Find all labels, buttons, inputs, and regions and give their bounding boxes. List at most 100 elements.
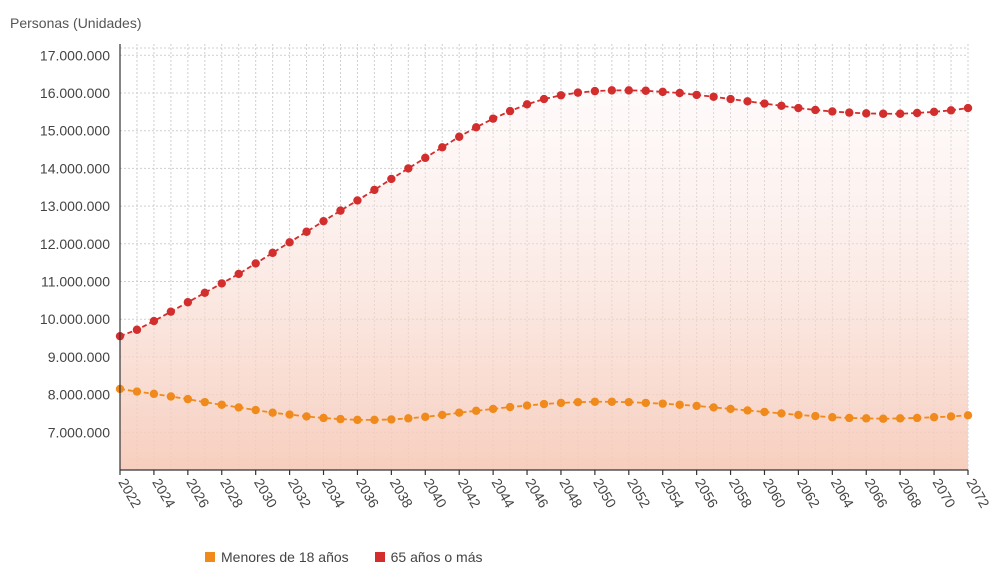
data-point[interactable] — [709, 92, 718, 101]
data-point[interactable] — [946, 412, 956, 421]
data-point[interactable] — [743, 406, 752, 415]
data-point[interactable] — [132, 387, 142, 396]
data-point[interactable] — [200, 288, 209, 298]
data-point[interactable] — [743, 97, 752, 106]
data-point[interactable] — [879, 414, 888, 423]
data-point[interactable] — [421, 412, 430, 422]
data-point[interactable] — [404, 164, 413, 173]
data-point[interactable] — [471, 123, 481, 132]
data-point[interactable] — [438, 143, 447, 152]
data-point[interactable] — [862, 109, 871, 118]
data-point[interactable] — [862, 414, 871, 423]
data-point[interactable] — [675, 400, 684, 409]
data-point[interactable] — [760, 407, 769, 417]
data-point[interactable] — [590, 397, 600, 406]
data-point[interactable] — [777, 101, 786, 111]
data-point[interactable] — [455, 132, 464, 141]
data-point[interactable] — [794, 410, 803, 420]
data-point[interactable] — [522, 401, 532, 410]
data-point[interactable] — [539, 94, 549, 104]
data-point[interactable] — [505, 106, 515, 116]
data-point[interactable] — [285, 410, 294, 419]
data-point[interactable] — [692, 90, 701, 100]
data-point[interactable] — [624, 397, 633, 407]
data-point[interactable] — [505, 402, 515, 412]
data-point[interactable] — [726, 404, 735, 414]
data-point[interactable] — [421, 153, 430, 163]
data-point[interactable] — [556, 91, 566, 100]
data-point[interactable] — [471, 406, 481, 416]
data-point[interactable] — [811, 411, 820, 421]
legend-item-65[interactable]: 65 años o más — [374, 549, 482, 565]
data-point[interactable] — [404, 414, 413, 423]
data-point[interactable] — [607, 86, 617, 95]
data-point[interactable] — [912, 108, 922, 118]
data-point[interactable] — [268, 408, 277, 417]
data-point[interactable] — [794, 103, 803, 113]
data-point[interactable] — [488, 404, 498, 414]
data-point[interactable] — [149, 316, 159, 326]
data-point[interactable] — [963, 411, 973, 420]
data-point[interactable] — [132, 325, 142, 334]
data-point[interactable] — [200, 397, 209, 407]
data-point[interactable] — [522, 100, 532, 109]
data-point[interactable] — [692, 401, 701, 411]
data-point[interactable] — [963, 103, 973, 113]
data-point[interactable] — [777, 409, 786, 418]
data-point[interactable] — [641, 86, 650, 95]
data-point[interactable] — [149, 389, 159, 399]
data-point[interactable] — [336, 414, 345, 424]
data-point[interactable] — [929, 413, 939, 422]
data-point[interactable] — [828, 413, 837, 422]
data-point[interactable] — [760, 99, 769, 108]
data-point[interactable] — [353, 415, 362, 425]
data-point[interactable] — [658, 87, 667, 97]
data-point[interactable] — [607, 397, 617, 406]
data-point[interactable] — [370, 185, 379, 195]
data-point[interactable] — [319, 216, 328, 226]
data-point[interactable] — [387, 174, 396, 184]
data-point[interactable] — [268, 248, 277, 258]
data-point[interactable] — [217, 279, 226, 288]
data-point[interactable] — [929, 107, 939, 117]
data-point[interactable] — [183, 394, 193, 404]
data-point[interactable] — [726, 94, 735, 104]
data-point[interactable] — [675, 88, 684, 98]
data-point[interactable] — [828, 107, 837, 116]
data-point[interactable] — [234, 269, 243, 279]
data-point[interactable] — [488, 114, 498, 123]
data-point[interactable] — [438, 410, 447, 420]
data-point[interactable] — [895, 109, 905, 118]
data-point[interactable] — [336, 206, 345, 215]
data-point[interactable] — [319, 413, 328, 423]
data-point[interactable] — [895, 414, 905, 423]
data-point[interactable] — [234, 403, 243, 412]
data-point[interactable] — [353, 196, 362, 205]
legend-item-menores[interactable]: Menores de 18 años — [205, 549, 349, 565]
data-point[interactable] — [302, 227, 311, 236]
data-point[interactable] — [285, 238, 294, 247]
data-point[interactable] — [217, 400, 226, 409]
data-point[interactable] — [658, 399, 667, 408]
data-point[interactable] — [556, 398, 566, 408]
data-point[interactable] — [251, 405, 260, 415]
data-point[interactable] — [811, 105, 820, 115]
data-point[interactable] — [573, 88, 583, 97]
data-point[interactable] — [946, 106, 956, 115]
data-point[interactable] — [387, 415, 396, 424]
data-point[interactable] — [624, 86, 633, 95]
data-point[interactable] — [183, 298, 193, 307]
data-point[interactable] — [370, 415, 379, 425]
data-point[interactable] — [302, 412, 311, 421]
data-point[interactable] — [912, 413, 922, 423]
data-point[interactable] — [845, 413, 854, 423]
data-point[interactable] — [455, 408, 464, 417]
data-point[interactable] — [166, 392, 176, 401]
data-point[interactable] — [641, 398, 650, 408]
data-point[interactable] — [166, 307, 176, 316]
data-point[interactable] — [709, 403, 718, 412]
data-point[interactable] — [879, 109, 888, 118]
data-point[interactable] — [590, 86, 600, 96]
data-point[interactable] — [539, 399, 549, 409]
data-point[interactable] — [845, 108, 854, 117]
